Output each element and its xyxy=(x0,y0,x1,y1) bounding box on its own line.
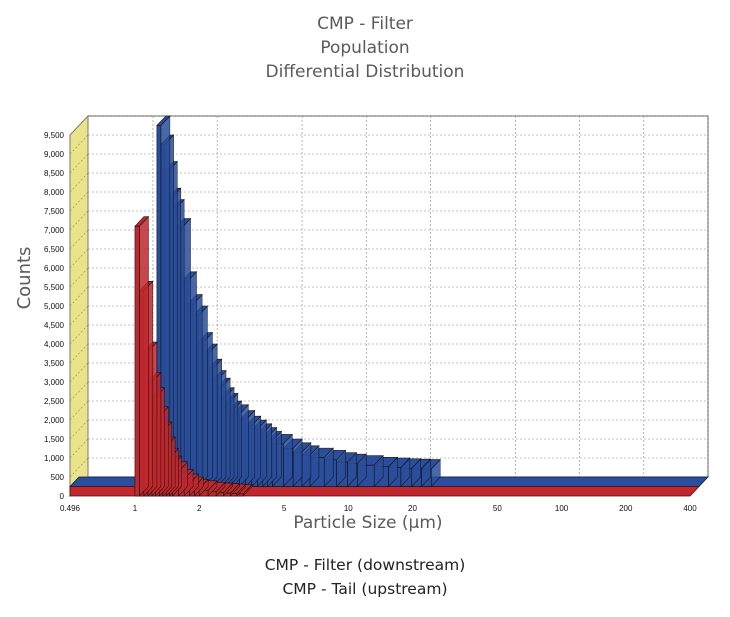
y-tick-label: 2,000 xyxy=(44,416,65,425)
chart-title-line-1: CMP - Filter xyxy=(317,14,413,34)
y-tick-label: 4,000 xyxy=(44,340,65,349)
x-axis-title: Particle Size (µm) xyxy=(293,513,442,533)
chart-walls xyxy=(69,114,709,498)
chart-title-line-2: Population xyxy=(320,38,410,58)
x-tick-label: 400 xyxy=(683,504,697,513)
chart-area: 0 500 1,000 1,500 2,000 2,500 3,000 3,500 4,000 4… xyxy=(14,114,709,533)
legend-item-filter: CMP - Filter (downstream) xyxy=(264,556,466,574)
y-gridline-side xyxy=(69,381,89,402)
y-gridline-side xyxy=(69,153,89,174)
x-tick-label: 2 xyxy=(197,504,202,513)
chart-bars xyxy=(134,115,441,497)
y-gridline-side xyxy=(69,115,89,136)
y-tick-label: 6,500 xyxy=(44,245,65,254)
y-gridline-side xyxy=(69,362,89,383)
y-gridline-side xyxy=(69,210,89,231)
x-axis-ticks: 0.496 1 2 5 10 20 50 100 200 400 xyxy=(60,504,697,513)
y-tick-label: 5,000 xyxy=(44,302,65,311)
y-tick-label: 2,500 xyxy=(44,397,65,406)
y-tick-label: 1,000 xyxy=(44,454,65,463)
y-tick-label: 8,500 xyxy=(44,169,65,178)
y-gridline-side xyxy=(69,457,89,478)
chart-title-line-3: Differential Distribution xyxy=(265,62,465,82)
y-gridline-side xyxy=(69,438,89,459)
x-tick-label: 50 xyxy=(493,504,502,513)
y-gridline-side xyxy=(69,400,89,421)
x-tick-label: 100 xyxy=(555,504,569,513)
y-gridline-side xyxy=(69,305,89,326)
y-tick-label: 9,000 xyxy=(44,150,65,159)
y-tick-label: 1,500 xyxy=(44,435,65,444)
y-tick-label: 5,500 xyxy=(44,283,65,292)
y-gridline-side xyxy=(69,191,89,212)
y-tick-label: 7,500 xyxy=(44,207,65,216)
tail-bar-side xyxy=(139,215,149,497)
x-tick-label: 20 xyxy=(408,504,417,513)
y-tick-label: 0 xyxy=(60,492,65,501)
side-wall xyxy=(69,114,89,498)
y-tick-label: 6,000 xyxy=(44,264,65,273)
x-tick-label: 5 xyxy=(282,504,287,513)
chart-gridlines xyxy=(69,115,709,478)
y-tick-label: 4,500 xyxy=(44,321,65,330)
x-tick-label: 200 xyxy=(619,504,633,513)
y-gridline-side xyxy=(69,248,89,269)
legend-item-tail: CMP - Tail (upstream) xyxy=(282,580,448,598)
y-axis-title: Counts xyxy=(14,247,35,310)
y-gridline-side xyxy=(69,343,89,364)
y-tick-label: 9,500 xyxy=(44,131,65,140)
y-axis-ticks: 0 500 1,000 1,500 2,000 2,500 3,000 3,500 4,000 4… xyxy=(44,131,65,501)
y-gridline-side xyxy=(69,172,89,193)
y-tick-label: 3,500 xyxy=(44,359,65,368)
y-gridline-side xyxy=(69,267,89,288)
y-tick-label: 3,000 xyxy=(44,378,65,387)
y-tick-label: 500 xyxy=(51,473,65,482)
y-gridline-side xyxy=(69,134,89,155)
tail-bar xyxy=(134,225,140,497)
x-tick-label: 10 xyxy=(344,504,353,513)
y-gridline-side xyxy=(69,324,89,345)
y-gridline-side xyxy=(69,286,89,307)
y-tick-label: 7,000 xyxy=(44,226,65,235)
y-gridline-side xyxy=(69,419,89,440)
y-tick-label: 8,000 xyxy=(44,188,65,197)
x-tick-label: 0.496 xyxy=(60,504,81,513)
y-gridline-side xyxy=(69,229,89,250)
x-tick-label: 1 xyxy=(133,504,138,513)
